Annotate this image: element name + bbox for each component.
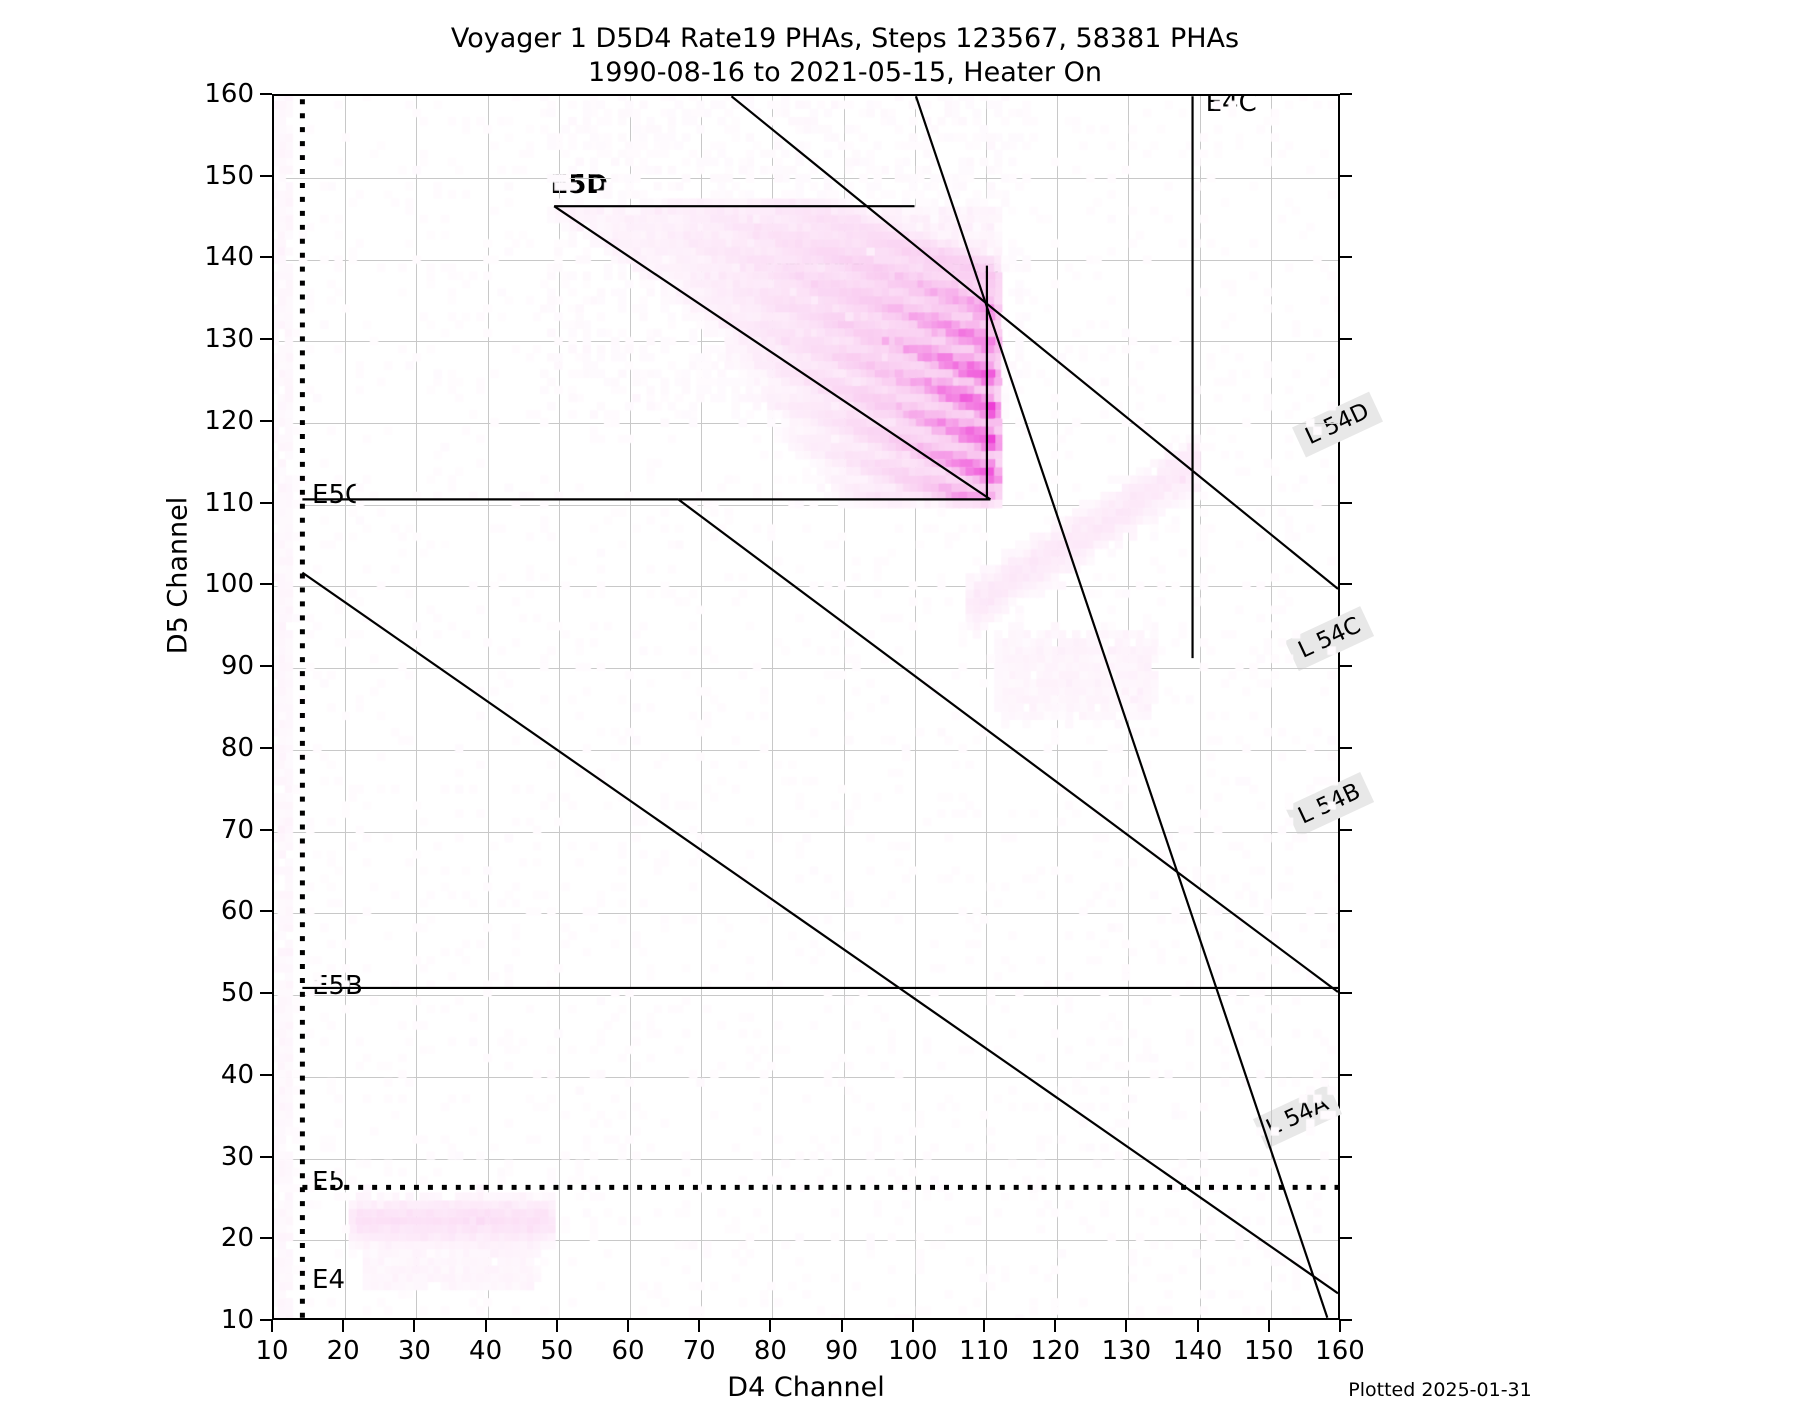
x-tick-label: 30 <box>397 1336 431 1366</box>
boundary-line-overlay <box>299 96 1338 1318</box>
x-tick-label: 150 <box>1243 1336 1294 1366</box>
y-tick-mark-right <box>1340 1237 1352 1240</box>
y-tick-mark-right <box>1340 910 1352 913</box>
y-tick-mark <box>260 256 272 259</box>
x-tick-mark <box>271 1320 273 1332</box>
y-tick-label: 140 <box>204 242 254 273</box>
y-tick-label: 120 <box>204 405 254 436</box>
y-tick-mark-right <box>1340 256 1352 259</box>
y-tick-label: 110 <box>204 487 254 518</box>
y-tick-mark-right <box>1340 174 1352 177</box>
line-l54d <box>730 96 1338 590</box>
x-tick-mark <box>555 1320 558 1332</box>
x-tick-label: 20 <box>326 1336 360 1366</box>
y-tick-mark <box>260 583 272 586</box>
x-tick-mark <box>911 1320 914 1332</box>
y-tick-mark-right <box>1340 93 1352 95</box>
y-tick-mark <box>260 1073 272 1076</box>
y-tick-mark <box>260 338 272 341</box>
x-tick-mark <box>627 1320 629 1332</box>
x-tick-label: 140 <box>1172 1336 1223 1366</box>
y-tick-mark <box>260 992 272 995</box>
chart-title-block: Voyager 1 D5D4 Rate19 PHAs, Steps 123567… <box>0 22 1690 90</box>
x-tick-mark <box>840 1320 843 1332</box>
y-tick-mark <box>260 93 272 95</box>
y-tick-mark-right <box>1340 992 1352 995</box>
x-tick-label: 90 <box>825 1336 859 1366</box>
y-tick-label: 130 <box>204 324 254 355</box>
x-tick-mark <box>769 1320 772 1332</box>
y-tick-mark <box>260 910 272 913</box>
y-tick-label: 150 <box>204 160 254 191</box>
x-tick-mark <box>983 1320 985 1332</box>
y-tick-label: 30 <box>220 1141 254 1172</box>
y-tick-mark <box>260 1237 272 1240</box>
y-tick-mark-right <box>1340 501 1352 504</box>
x-tick-label: 60 <box>611 1336 645 1366</box>
y-tick-mark <box>260 501 272 504</box>
y-tick-label: 50 <box>220 978 254 1009</box>
y-tick-label: 100 <box>204 569 254 600</box>
y-tick-mark <box>260 1155 272 1158</box>
y-tick-mark-right <box>1340 828 1352 831</box>
y-tick-mark <box>260 174 272 177</box>
y-tick-label: 160 <box>204 79 254 109</box>
x-tick-mark <box>698 1320 701 1332</box>
y-tick-mark-right <box>1340 583 1352 586</box>
x-tick-mark <box>484 1320 487 1332</box>
y-tick-label: 40 <box>220 1059 254 1090</box>
y-tick-mark <box>260 665 272 668</box>
x-tick-label: 160 <box>1315 1336 1365 1366</box>
chart-title-line-2: 1990-08-16 to 2021-05-15, Heater On <box>588 57 1102 88</box>
chart-title-line-1: Voyager 1 D5D4 Rate19 PHAs, Steps 123567… <box>450 23 1240 54</box>
y-tick-label: 10 <box>220 1305 254 1335</box>
y-tick-label: 80 <box>220 732 254 763</box>
x-tick-label: 120 <box>1030 1336 1080 1366</box>
x-tick-label: 50 <box>540 1336 574 1366</box>
x-tick-label: 70 <box>682 1336 716 1366</box>
y-tick-mark-right <box>1340 1155 1352 1158</box>
y-tick-label: 70 <box>220 814 254 845</box>
y-tick-label: 90 <box>220 651 254 682</box>
x-tick-label: 10 <box>255 1336 289 1366</box>
x-tick-mark <box>1054 1320 1057 1332</box>
x-tick-mark <box>1196 1320 1199 1332</box>
x-tick-mark <box>1267 1320 1270 1332</box>
x-tick-mark <box>342 1320 345 1332</box>
x-tick-label: 80 <box>753 1336 787 1366</box>
y-tick-mark-right <box>1340 1073 1352 1076</box>
line-l54c <box>677 498 1338 993</box>
y-tick-mark <box>260 828 272 831</box>
x-axis-label: D4 Channel <box>727 1372 885 1403</box>
y-tick-mark-right <box>1340 338 1352 341</box>
x-tick-mark <box>1125 1320 1128 1332</box>
y-tick-mark-right <box>1340 665 1352 668</box>
plot-area[interactable]: E5DRate19E4BE4CE5CE5BE5E4 <box>272 94 1340 1320</box>
line-l54a <box>914 96 1329 1318</box>
x-tick-label: 130 <box>1101 1336 1152 1366</box>
y-tick-mark-right <box>1340 746 1352 749</box>
y-tick-label: 60 <box>220 896 254 927</box>
y-tick-mark-right <box>1340 1319 1352 1321</box>
x-tick-label: 100 <box>887 1336 938 1366</box>
x-tick-label: 110 <box>959 1336 1009 1366</box>
plotted-date-note: Plotted 2025-01-31 <box>1348 1379 1532 1401</box>
y-tick-mark <box>260 1319 272 1321</box>
y-tick-mark <box>260 746 272 749</box>
x-tick-mark <box>1339 1320 1341 1332</box>
y-tick-label: 20 <box>220 1223 254 1254</box>
line-l54b <box>301 571 1338 1295</box>
x-tick-label: 40 <box>469 1336 503 1366</box>
boundary-e5d-slope <box>553 205 992 501</box>
pha-density-scatter <box>274 96 1338 1318</box>
x-tick-mark <box>413 1320 416 1332</box>
y-tick-mark <box>260 419 272 422</box>
